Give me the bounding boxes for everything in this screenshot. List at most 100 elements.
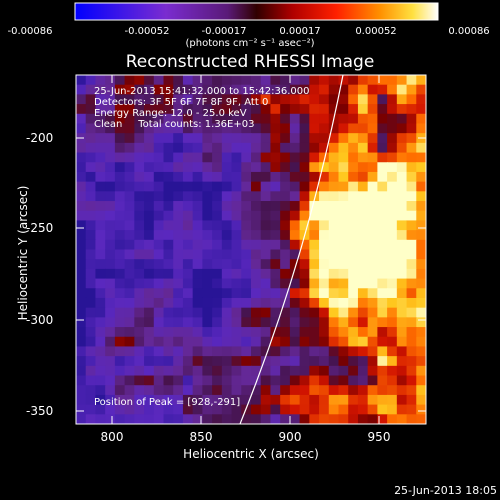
heatmap-cell	[348, 336, 359, 348]
heatmap-cell	[251, 268, 262, 280]
heatmap-cell	[416, 239, 426, 251]
heatmap-cell	[377, 113, 388, 125]
heatmap-cell	[95, 414, 106, 424]
heatmap-cell	[144, 142, 155, 154]
heatmap-cell	[289, 191, 301, 202]
heatmap-cell	[387, 142, 398, 154]
heatmap-cell	[124, 356, 135, 367]
heatmap-cell	[144, 259, 155, 270]
heatmap-cell	[396, 404, 408, 415]
heatmap-cell	[377, 404, 388, 415]
heatmap-cell	[260, 201, 272, 212]
colorbar-tick: -0.00017	[201, 26, 247, 37]
heatmap-cell	[270, 317, 281, 328]
heatmap-cell	[95, 375, 106, 386]
heatmap-cell	[387, 210, 398, 222]
heatmap-cell	[182, 220, 194, 231]
heatmap-cell	[76, 375, 87, 386]
heatmap-cell	[76, 278, 87, 289]
heatmap-cell	[163, 220, 174, 231]
heatmap-cell	[406, 230, 417, 241]
heatmap-cell	[76, 249, 87, 260]
heatmap-cell	[163, 162, 174, 173]
heatmap-cell	[212, 365, 223, 377]
heatmap-cell	[85, 230, 97, 241]
heatmap-cell	[338, 104, 349, 115]
heatmap-cell	[95, 133, 106, 144]
heatmap-cell	[367, 104, 378, 115]
heatmap-cell	[319, 104, 330, 115]
heatmap-cell	[328, 133, 340, 144]
heatmap-cell	[173, 278, 184, 289]
heatmap-cell	[406, 414, 417, 424]
heatmap-cell	[251, 288, 262, 299]
heatmap-cell	[357, 404, 369, 415]
heatmap-cell	[416, 123, 426, 134]
heatmap-cell	[173, 181, 184, 192]
heatmap-cell	[270, 259, 281, 270]
heatmap-cell	[377, 288, 388, 299]
heatmap-cell	[357, 327, 369, 338]
heatmap-cell	[105, 152, 116, 163]
heatmap-cell	[338, 278, 349, 289]
heatmap-cell	[309, 201, 320, 212]
heatmap-cell	[416, 201, 426, 212]
colorbar-gradient	[74, 2, 439, 21]
heatmap-cell	[85, 249, 97, 260]
heatmap-cell	[144, 375, 155, 386]
heatmap-cell	[309, 307, 320, 318]
heatmap-cell	[192, 259, 203, 270]
heatmap-cell	[396, 123, 408, 134]
heatmap-cell	[260, 75, 272, 86]
heatmap-cell	[270, 375, 281, 386]
heatmap-cell	[231, 297, 242, 309]
heatmap-cell	[348, 297, 359, 309]
heatmap-cell	[124, 259, 135, 270]
heatmap-cell	[338, 133, 349, 144]
heatmap-cell	[396, 220, 408, 231]
heatmap-cell	[95, 385, 106, 396]
heatmap-cell	[134, 210, 145, 222]
heatmap-cell	[192, 346, 203, 357]
heatmap-cell	[105, 336, 116, 348]
heatmap-cell	[377, 210, 388, 222]
heatmap-cell	[319, 75, 330, 86]
heatmap-cell	[182, 239, 194, 251]
heatmap-cell	[85, 356, 97, 367]
heatmap-cell	[221, 142, 233, 154]
heatmap-cell	[406, 317, 417, 328]
heatmap-cell	[309, 288, 320, 299]
heatmap-cell	[105, 210, 116, 222]
heatmap-cell	[328, 278, 340, 289]
heatmap-cell	[241, 239, 252, 251]
heatmap-cell	[251, 142, 262, 154]
heatmap-cell	[124, 385, 135, 396]
heatmap-cell	[85, 142, 97, 154]
heatmap-cell	[299, 327, 310, 338]
heatmap-cell	[85, 191, 97, 202]
heatmap-cell	[134, 365, 145, 377]
heatmap-cell	[95, 239, 106, 251]
heatmap-cell	[357, 346, 369, 357]
heatmap-cell	[144, 288, 155, 299]
heatmap-cell	[231, 171, 242, 183]
heatmap-cell	[153, 297, 165, 309]
heatmap-cell	[251, 317, 262, 328]
heatmap-cell	[192, 220, 203, 231]
heatmap-cell	[299, 307, 310, 318]
heatmap-cell	[76, 385, 87, 396]
heatmap-cell	[182, 249, 194, 260]
heatmap-cell	[357, 75, 369, 86]
heatmap-cell	[212, 152, 223, 163]
heatmap-cell	[251, 394, 262, 406]
heatmap-cell	[377, 123, 388, 134]
heatmap-cell	[124, 365, 135, 377]
heatmap-cell	[406, 104, 417, 115]
heatmap-cell	[134, 259, 145, 270]
heatmap-cell	[124, 317, 135, 328]
heatmap-cell	[270, 142, 281, 154]
heatmap-cell	[241, 75, 252, 86]
heatmap-cell	[212, 191, 223, 202]
heatmap-cell	[367, 414, 378, 424]
heatmap-cell	[163, 181, 174, 192]
